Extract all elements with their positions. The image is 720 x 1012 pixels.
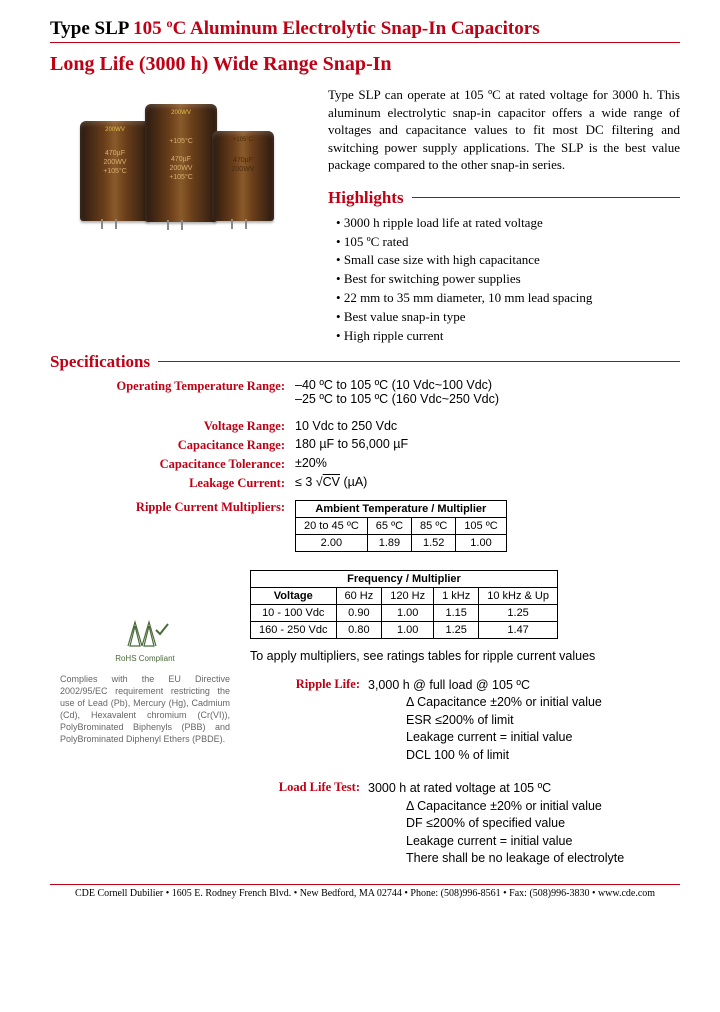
highlights-list: 3000 h ripple load life at rated voltage… [328,214,680,346]
product-image: 200WV 470µF 200WV +105°C 200WV +105°C 47… [50,86,310,266]
specs-grid: Operating Temperature Range: –40 ºC to 1… [50,378,680,562]
spec-value: ≤ 3 √CV (µA) [295,475,680,491]
spec-value: 180 µF to 56,000 µF [295,437,680,453]
ripple-life-value: 3,000 h @ full load @ 105 ºC Δ Capacitan… [368,677,680,765]
spec-label: Voltage Range: [60,409,285,434]
spec-value: –40 ºC to 105 ºC (10 Vdc~100 Vdc) –25 ºC… [295,378,680,406]
load-life-value: 3000 h at rated voltage at 105 ºC Δ Capa… [368,780,680,868]
specs-header: Specifications [50,352,680,372]
spec-label: Ripple Current Multipliers: [60,494,285,562]
spec-value: 10 Vdc to 250 Vdc [295,409,680,434]
footer-text: CDE Cornell Dubilier • 1605 E. Rodney Fr… [50,885,680,899]
rohs-badge: RoHS Compliant [60,616,230,663]
ambient-table: Ambient Temperature / Multiplier 20 to 4… [295,500,507,552]
apply-note: To apply multipliers, see ratings tables… [250,649,680,663]
side-note: RoHS Compliant Complies with the EU Dire… [50,570,230,868]
highlight-item: Best for switching power supplies [336,270,680,289]
title-rest: 105 ºC Aluminum Electrolytic Snap-In Cap… [133,18,540,39]
life-grid: Ripple Life: 3,000 h @ full load @ 105 º… [250,677,680,868]
intro-text: Type SLP can operate at 105 ºC at rated … [328,86,680,174]
highlight-item: Small case size with high capacitance [336,251,680,270]
spec-value: ±20% [295,456,680,472]
highlight-item: Best value snap-in type [336,308,680,327]
title-rule [50,42,680,43]
rohs-icon [120,616,170,652]
lower-two-col: RoHS Compliant Complies with the EU Dire… [50,570,680,868]
page-title: Type SLP 105 ºC Aluminum Electrolytic Sn… [50,18,680,40]
spec-label: Capacitance Tolerance: [60,456,285,472]
intro-block: Type SLP can operate at 105 ºC at rated … [328,86,680,346]
subtitle: Long Life (3000 h) Wide Range Snap-In [50,53,680,76]
spec-label: Capacitance Range: [60,437,285,453]
top-row: 200WV 470µF 200WV +105°C 200WV +105°C 47… [50,86,680,346]
tables-area: Frequency / Multiplier Voltage 60 Hz 120… [250,570,680,868]
highlight-item: 22 mm to 35 mm diameter, 10 mm lead spac… [336,289,680,308]
ripple-life-label: Ripple Life: [250,677,360,765]
highlight-item: High ripple current [336,327,680,346]
spec-label: Operating Temperature Range: [60,378,285,406]
spec-label: Leakage Current: [60,475,285,491]
load-life-label: Load Life Test: [250,780,360,868]
ambient-table-cell: Ambient Temperature / Multiplier 20 to 4… [295,494,680,562]
highlights-header: Highlights [328,188,680,208]
highlight-item: 105 ºC rated [336,233,680,252]
compliance-text: Complies with the EU Directive 2002/95/E… [60,673,230,746]
frequency-table: Frequency / Multiplier Voltage 60 Hz 120… [250,570,558,639]
highlight-item: 3000 h ripple load life at rated voltage [336,214,680,233]
title-type: Type SLP [50,18,128,39]
